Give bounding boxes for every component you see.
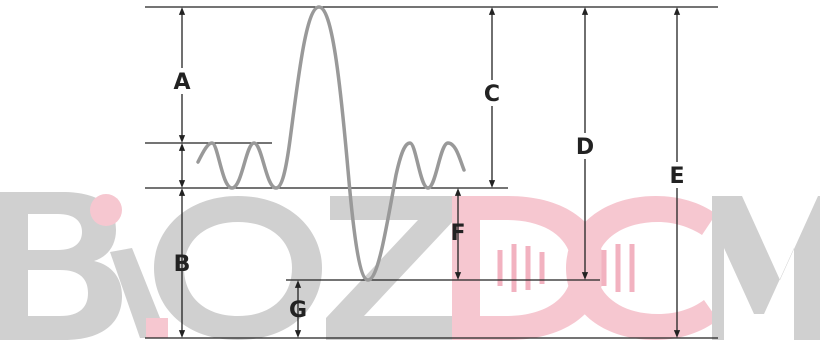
label-g: G <box>289 298 307 323</box>
label-a: A <box>173 70 190 95</box>
waveform-curve <box>196 5 466 282</box>
label-c: C <box>484 82 500 107</box>
watermark-letter-i <box>90 194 168 338</box>
label-e: E <box>669 164 684 189</box>
watermark-logo <box>0 192 820 340</box>
watermark-letter-m <box>712 196 820 340</box>
label-b: B <box>174 252 191 277</box>
label-d: D <box>576 135 594 160</box>
watermark-letter-b <box>0 192 122 340</box>
watermark-letter-o <box>154 196 322 340</box>
watermark-letter-d <box>452 196 604 340</box>
watermark-letter-c <box>566 196 718 340</box>
watermark-letter-z <box>326 196 458 340</box>
label-f: F <box>450 221 465 246</box>
